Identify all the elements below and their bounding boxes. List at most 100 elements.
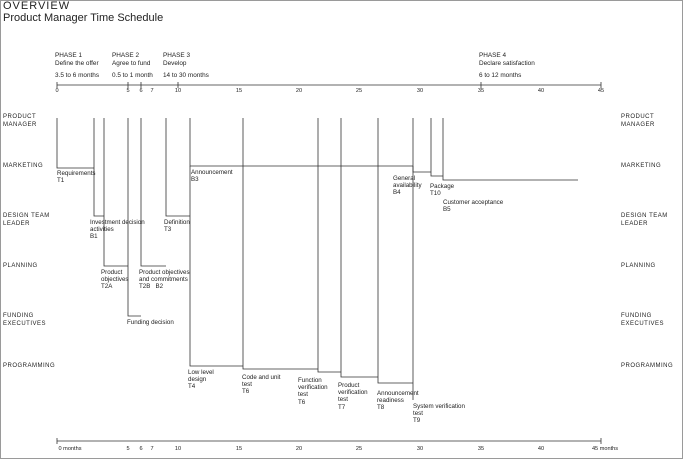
product-verification-connector [340, 118, 378, 378]
task-package-name: Package [430, 183, 455, 190]
task-function-verification-code: T6 [298, 398, 306, 406]
funding-decision-connector [127, 118, 141, 317]
task-requirements-name: Requirements [57, 170, 96, 177]
task-package-code: T10 [430, 190, 441, 198]
task-low-level-design: Low level design T4 [188, 369, 218, 391]
task-system-verification-code: T9 [413, 417, 421, 425]
role-left-funding-executives: FUNDING EXECUTIVES [3, 313, 47, 327]
task-product-objectives: Product objectives T2A [101, 269, 133, 291]
task-code-unit-test-code: T6 [242, 388, 250, 396]
investment-connector [93, 118, 104, 217]
role-left-marketing: MARKETING [3, 163, 44, 169]
task-announcement-readiness-code: T8 [377, 404, 385, 412]
announcement-connector [189, 118, 413, 167]
customer-acceptance-connector [442, 118, 578, 181]
bottom-tick-7: 7 [150, 446, 154, 452]
task-product-commitments: Product objectives and commitments T2B B… [139, 269, 201, 291]
package-connector [430, 118, 443, 177]
phase-4-desc: Declare satisfaction [479, 60, 535, 67]
task-funding-decision: Funding decision [127, 319, 174, 326]
top-tick-7: 7 [150, 88, 154, 94]
function-verification-connector [317, 118, 341, 373]
bottom-tick-10: 10 [174, 446, 182, 452]
announcement-readiness-connector [377, 118, 413, 384]
task-code-unit-test: Code and unit test T6 [242, 374, 282, 396]
task-low-level-design-code: T4 [188, 383, 196, 391]
task-product-commitments-code1: T2B [139, 283, 151, 291]
phase-3-name: PHASE 3 [163, 52, 190, 59]
definition-connector [165, 118, 190, 217]
task-announcement-code: B3 [191, 176, 199, 184]
task-definition-code: T3 [164, 226, 172, 234]
page-subtitle: Product Manager Time Schedule [3, 12, 164, 24]
task-product-objectives-code: T2A [101, 283, 113, 291]
general-availability-connector [412, 166, 431, 173]
phase-2-name: PHASE 2 [112, 52, 139, 59]
task-function-verification-name: Function verification test [298, 377, 328, 399]
bottom-tick-25: 25 [355, 446, 363, 452]
top-tick-40: 40 [537, 88, 545, 94]
role-left-product-manager: PRODUCT MANAGER [3, 114, 37, 128]
bottom-tick-0: 0 months [58, 446, 82, 452]
role-left-programming: PROGRAMMING [3, 363, 56, 369]
task-investment-name: Investment decision activities [90, 219, 145, 234]
task-product-verification: Product verification test T7 [338, 382, 370, 411]
task-product-verification-name: Product verification test [338, 382, 368, 404]
top-tick-30: 30 [416, 88, 424, 94]
bottom-tick-30: 30 [416, 446, 424, 452]
phase-1-duration: 3.5 to 6 months [55, 72, 100, 79]
task-product-verification-code: T7 [338, 403, 346, 411]
task-customer-acceptance-name: Customer acceptance [443, 199, 504, 206]
task-function-verification: Function verification test T6 [298, 377, 330, 406]
phase-3-duration: 14 to 30 months [163, 72, 209, 79]
role-right-design-team-leader: DESIGN TEAM LEADER [621, 213, 668, 227]
role-right-programming: PROGRAMMING [621, 363, 674, 369]
top-tick-6: 6 [139, 88, 143, 94]
role-left-design-team-leader: DESIGN TEAM LEADER [3, 213, 50, 227]
phase-4-duration: 6 to 12 months [479, 72, 522, 79]
bottom-tick-40: 40 [537, 446, 545, 452]
bottom-tick-35: 35 [477, 446, 485, 452]
task-customer-acceptance: Customer acceptance B5 [443, 199, 503, 213]
role-right-funding-executives: FUNDING EXECUTIVES [621, 313, 665, 327]
phase-3-desc: Develop [163, 60, 187, 67]
task-general-availability: General availability B4 [393, 175, 425, 197]
role-right-planning: PLANNING [621, 263, 656, 269]
bottom-tick-6: 6 [139, 446, 143, 452]
requirements-connector [56, 118, 94, 169]
top-tick-0: 0 [55, 88, 59, 94]
bottom-tick-45: 45 months [591, 446, 619, 452]
task-investment: Investment decision activities B1 [90, 219, 150, 241]
task-announcement: Announcement B3 [191, 169, 233, 183]
role-right-marketing: MARKETING [621, 163, 662, 169]
page-title: OVERVIEW [3, 0, 71, 12]
task-investment-code: B1 [90, 233, 98, 241]
task-general-availability-name: General availability [393, 175, 422, 190]
product-commitments-connector [140, 118, 166, 267]
phase-4-name: PHASE 4 [479, 52, 506, 59]
task-requirements-code: T1 [57, 177, 65, 185]
role-right-product-manager: PRODUCT MANAGER [621, 114, 655, 128]
task-code-unit-test-name: Code and unit test [242, 374, 281, 389]
task-package: Package T10 [430, 183, 454, 197]
task-product-objectives-name: Product objectives [101, 269, 129, 284]
task-product-commitments-code2: B2 [155, 283, 164, 291]
task-system-verification: System verification test T9 [413, 403, 468, 425]
top-tick-15: 15 [235, 88, 243, 94]
phase-1-desc: Define the offer [55, 60, 99, 67]
phase-1-name: PHASE 1 [55, 52, 82, 59]
low-level-design-connector [189, 166, 243, 367]
task-announcement-readiness: Announcement readiness T8 [377, 390, 421, 412]
task-low-level-design-name: Low level design [188, 369, 214, 384]
task-system-verification-name: System verification test [413, 403, 465, 418]
bottom-tick-15: 15 [235, 446, 243, 452]
task-definition: Definition T3 [164, 219, 190, 233]
bottom-tick-5: 5 [126, 446, 130, 452]
phase-2-desc: Agree to fund [112, 60, 151, 67]
task-customer-acceptance-code: B5 [443, 206, 451, 214]
product-objectives-connector [103, 118, 128, 267]
code-unit-test-connector [242, 118, 318, 370]
bottom-tick-20: 20 [295, 446, 303, 452]
